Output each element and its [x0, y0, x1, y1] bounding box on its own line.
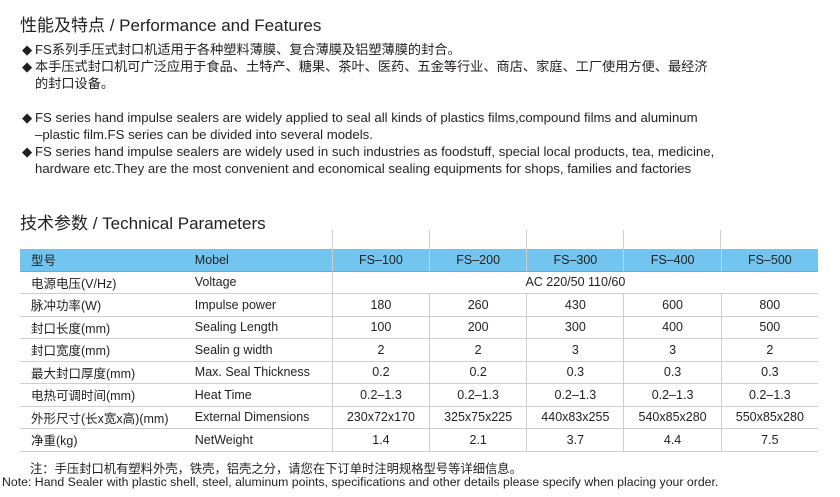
- cell: 净重(kg): [20, 428, 184, 452]
- table-row: 封口宽度(mm) Sealin g width 2 2 3 3 2: [20, 338, 818, 362]
- cell: 0.2–1.3: [623, 383, 722, 407]
- cell: 550x85x280: [720, 406, 818, 429]
- cell: Heat Time: [183, 383, 333, 407]
- cell: Max. Seal Thickness: [183, 361, 333, 384]
- cell: 430: [526, 293, 624, 317]
- cell: 最大封口厚度(mm): [20, 361, 184, 384]
- cell: 0.2: [331, 361, 430, 384]
- header-cell: FS–200: [429, 249, 527, 272]
- cell: 4.4: [623, 428, 722, 452]
- cell: 0.2–1.3: [720, 383, 818, 407]
- features-cn: ◆ FS系列手压式封口机适用于各种塑料薄膜、复合薄膜及铝塑薄膜的封合。 ◆ 本手压式…: [22, 41, 832, 92]
- divider: [526, 230, 527, 250]
- divider: [720, 230, 721, 250]
- cell: 0.3: [623, 361, 722, 384]
- note-en: Note: Hand Sealer with plastic shell, st…: [2, 475, 719, 489]
- cell: 400: [623, 316, 722, 339]
- cell: 0.2–1.3: [526, 383, 624, 407]
- cell: 325x75x225: [429, 406, 527, 429]
- cell: 电源电压(V/Hz): [20, 271, 184, 294]
- cell: AC 220/50 110/60: [331, 271, 818, 294]
- cell: 1.4: [331, 428, 430, 452]
- table-row: 外形尺寸(长x宽x高)(mm) External Dimensions 230x72…: [20, 406, 818, 429]
- feature-line: hardware etc.They are the most convenien…: [35, 161, 692, 176]
- header-cell: 型号: [20, 249, 184, 272]
- cell: 封口长度(mm): [20, 316, 184, 339]
- table-row: 脉冲功率(W) Impulse power 180 260 430 600 800: [20, 293, 818, 317]
- cell: 2: [331, 338, 430, 362]
- bullet-icon: ◆: [22, 110, 33, 125]
- bullet-icon: ◆: [22, 144, 33, 159]
- feature-line: –plastic film.FS series can be divided i…: [35, 127, 373, 142]
- cell: 3: [623, 338, 722, 362]
- cell: Sealin g width: [183, 338, 333, 362]
- feature-line: 本手压式封口机可广泛应用于食品、土特产、糖果、茶叶、医药、五金等行业、商店、家庭…: [35, 59, 708, 74]
- cell: 0.3: [720, 361, 818, 384]
- cell: 500: [720, 316, 818, 339]
- cell: 0.2: [429, 361, 527, 384]
- divider: [623, 230, 624, 250]
- divider: [332, 230, 333, 250]
- cell: 0.2–1.3: [331, 383, 430, 407]
- table-row: 电热可调时间(mm) Heat Time 0.2–1.3 0.2–1.3 0.2–1.3…: [20, 383, 818, 407]
- cell: 100: [331, 316, 430, 339]
- cell: 电热可调时间(mm): [20, 383, 184, 407]
- table-row: 电源电压(V/Hz) Voltage AC 220/50 110/60: [20, 271, 818, 294]
- features-en: ◆ FS series hand impulse sealers are wide…: [22, 109, 832, 177]
- cell: 540x85x280: [623, 406, 722, 429]
- cell: 0.3: [526, 361, 624, 384]
- cell: 800: [720, 293, 818, 317]
- cell: Voltage: [183, 271, 333, 294]
- bullet-icon: ◆: [22, 42, 33, 57]
- cell: 600: [623, 293, 722, 317]
- feature-line: FS系列手压式封口机适用于各种塑料薄膜、复合薄膜及铝塑薄膜的封合。: [35, 42, 461, 57]
- table-header-row: 型号 Mobel FS–100 FS–200 FS–300 FS–400 FS–…: [20, 249, 818, 272]
- header-cell: FS–500: [720, 249, 818, 272]
- cell: External Dimensions: [183, 406, 333, 429]
- divider: [429, 230, 430, 250]
- cell: 260: [429, 293, 527, 317]
- table-row: 最大封口厚度(mm) Max. Seal Thickness 0.2 0.2 0.3 0.…: [20, 361, 818, 384]
- bullet-icon: ◆: [22, 59, 33, 74]
- feature-line: 的封口设备。: [35, 76, 115, 91]
- cell: 230x72x170: [331, 406, 430, 429]
- cell: 脉冲功率(W): [20, 293, 184, 317]
- params-title: 技术参数 / Technical Parameters: [20, 214, 266, 233]
- table-row: 净重(kg) NetWeight 1.4 2.1 3.7 4.4 7.5: [20, 428, 818, 452]
- header-cell: FS–300: [526, 249, 624, 272]
- cell: Impulse power: [183, 293, 333, 317]
- header-cell: FS–400: [623, 249, 722, 272]
- cell: 180: [331, 293, 430, 317]
- features-title: 性能及特点 / Performance and Features: [20, 16, 322, 35]
- header-cell: Mobel: [183, 249, 333, 272]
- cell: Sealing Length: [183, 316, 333, 339]
- cell: 7.5: [720, 428, 818, 452]
- cell: 2: [429, 338, 527, 362]
- cell: 3: [526, 338, 624, 362]
- feature-line: FS series hand impulse sealers are widel…: [35, 110, 698, 125]
- cell: 2: [720, 338, 818, 362]
- cell: 外形尺寸(长x宽x高)(mm): [20, 406, 184, 429]
- cell: 200: [429, 316, 527, 339]
- cell: 440x83x255: [526, 406, 624, 429]
- cell: 0.2–1.3: [429, 383, 527, 407]
- feature-line: FS series hand impulse sealers are widel…: [35, 144, 715, 159]
- note-cn: 注：手压封口机有塑料外壳，铁壳，铝壳之分，请您在下订单时注明规格型号等详细信息。: [30, 462, 522, 476]
- cell: 300: [526, 316, 624, 339]
- cell: 3.7: [526, 428, 624, 452]
- parameters-table: 型号 Mobel FS–100 FS–200 FS–300 FS–400 FS–…: [20, 249, 818, 452]
- cell: 封口宽度(mm): [20, 338, 184, 362]
- header-cell: FS–100: [331, 249, 430, 272]
- table-row: 封口长度(mm) Sealing Length 100 200 300 400 500: [20, 316, 818, 339]
- cell: 2.1: [429, 428, 527, 452]
- cell: NetWeight: [183, 428, 333, 452]
